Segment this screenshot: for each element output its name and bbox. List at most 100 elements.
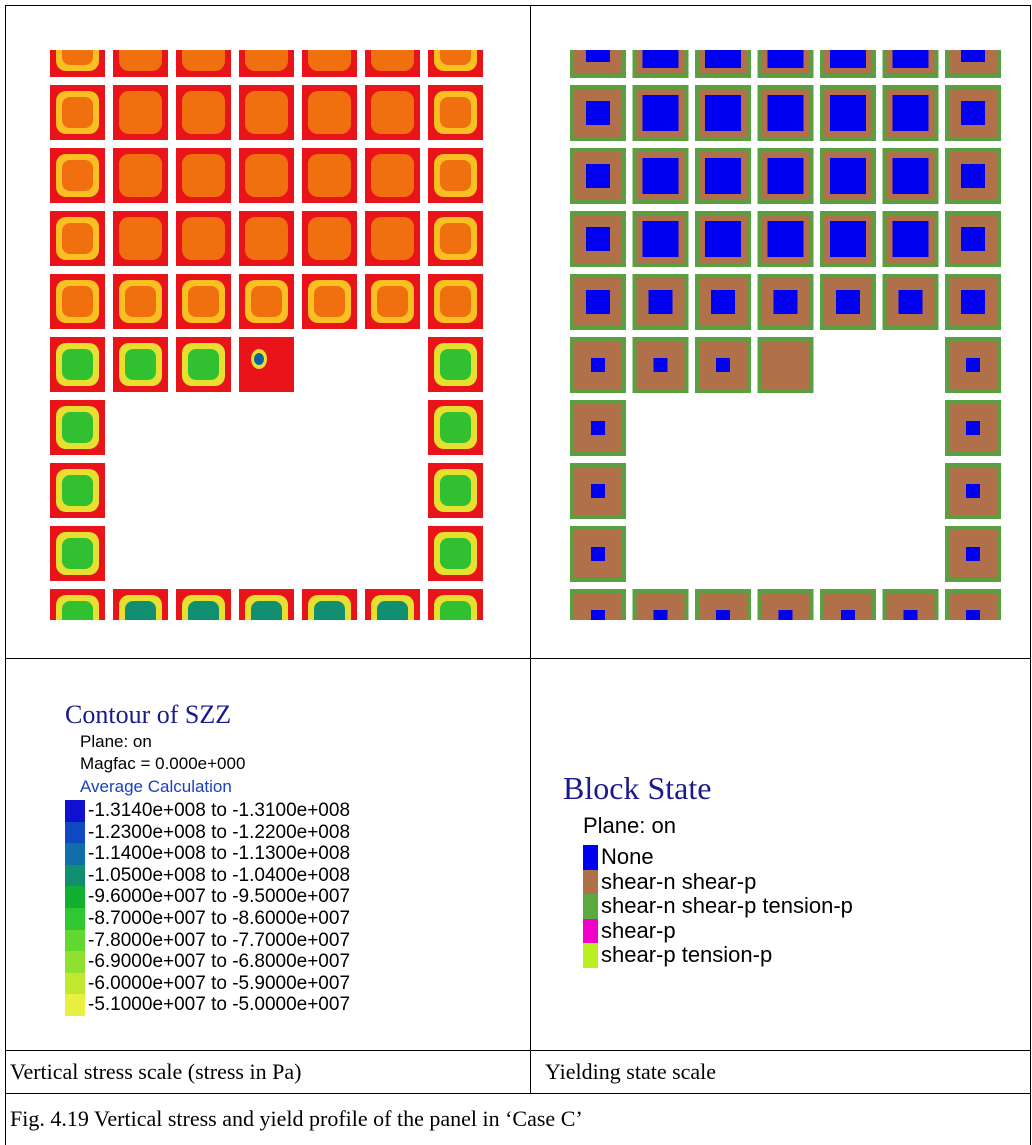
pillar-core — [125, 349, 156, 380]
legend-swatch — [583, 918, 598, 943]
legend-line: Magfac = 0.000e+000 — [80, 754, 246, 773]
pillar-core — [642, 221, 679, 257]
pillar-core — [966, 484, 980, 498]
pillar-core — [377, 223, 408, 254]
pillar-core — [125, 160, 156, 191]
pillar-core — [251, 223, 282, 254]
legend-label: shear-n shear-p — [601, 868, 757, 894]
pillar-core — [716, 358, 730, 372]
pillar-core — [377, 50, 408, 65]
legend-label: shear-p — [601, 917, 676, 943]
pillar-core — [841, 610, 855, 620]
legend-label: -7.8000e+007 to -7.7000e+007 — [88, 929, 351, 951]
pillar-core — [188, 286, 219, 317]
pillar-core — [653, 358, 668, 372]
pillar-core — [62, 349, 93, 380]
legend-line: Plane: on — [583, 813, 676, 838]
legend-swatch — [583, 894, 598, 919]
pillar-core — [773, 290, 798, 314]
pillar-core — [586, 290, 610, 314]
legend-swatch — [65, 821, 85, 844]
legend-label: -6.0000e+007 to -5.9000e+007 — [88, 972, 351, 994]
pillar-core — [767, 95, 804, 131]
pillar-core — [892, 158, 929, 194]
pillar-core — [767, 50, 804, 68]
pillar-core — [62, 223, 93, 254]
pillar-plots — [50, 50, 1001, 620]
pillar-core — [377, 160, 408, 191]
pillar — [239, 337, 294, 392]
pillar-core — [966, 358, 980, 372]
pillar-core — [705, 158, 741, 194]
pillar-core — [377, 286, 408, 317]
pillar-core — [648, 290, 673, 314]
pillar-core — [830, 50, 866, 68]
pillar-core — [705, 95, 741, 131]
pillar-core — [705, 50, 741, 68]
pillar-core — [591, 358, 605, 372]
legend-swatch — [65, 972, 85, 995]
pillar-core — [251, 601, 282, 620]
figure-caption: Fig. 4.19 Vertical stress and yield prof… — [10, 1106, 583, 1131]
pillar-core — [62, 160, 93, 191]
table-border — [1030, 5, 1031, 1145]
pillar-core — [440, 538, 471, 569]
legend-line: Plane: on — [80, 732, 152, 751]
legend-swatch — [583, 845, 598, 870]
pillar-core — [966, 421, 980, 435]
pillar-core — [586, 101, 610, 125]
legend-label: shear-p tension-p — [601, 942, 773, 967]
pillar-core — [62, 601, 93, 620]
legend-swatch — [65, 886, 85, 908]
pillar-core — [125, 223, 156, 254]
pillar-core — [62, 412, 93, 443]
pillar-core — [251, 160, 282, 191]
pillar-core — [314, 286, 345, 317]
legend-title: Block State — [563, 770, 712, 806]
pillar-core — [188, 97, 219, 128]
pillar-core — [440, 50, 471, 65]
pillar-core — [314, 50, 345, 65]
pillar-core — [591, 421, 605, 435]
pillar-core — [591, 610, 605, 620]
pillar-core — [705, 221, 741, 257]
legend-subtitle: Average Calculation — [80, 777, 232, 796]
legend-label: -1.0500e+008 to -1.0400e+008 — [88, 864, 351, 886]
pillar-core — [830, 221, 866, 257]
legend-swatch — [65, 908, 85, 930]
pillar-core — [961, 50, 985, 62]
legend-swatch — [65, 843, 85, 865]
pillar-core — [586, 227, 610, 251]
legend-title: Contour of SZZ — [65, 700, 232, 729]
pillar-core — [892, 50, 929, 68]
pillar-core — [961, 227, 985, 251]
pillar-core — [62, 286, 93, 317]
pillar-core — [377, 97, 408, 128]
pillar-core — [377, 601, 408, 620]
pillar-ring — [761, 341, 810, 389]
legend-swatch — [65, 951, 85, 973]
pillar-core — [314, 223, 345, 254]
pillar-core — [440, 223, 471, 254]
legend-label: -1.3140e+008 to -1.3100e+008 — [88, 800, 351, 821]
pillar-core — [892, 221, 929, 257]
pillar-core — [961, 101, 985, 125]
legend-swatch — [65, 929, 85, 952]
pillar-core — [586, 50, 610, 62]
legend-label: -5.1000e+007 to -5.0000e+007 — [88, 994, 351, 1016]
legend-label: -1.1400e+008 to -1.1300e+008 — [88, 843, 351, 865]
pillar-core — [903, 610, 918, 620]
pillar-core — [716, 610, 730, 620]
pillar-core — [778, 610, 793, 620]
legend-label: -6.9000e+007 to -6.8000e+007 — [88, 951, 351, 973]
pillar-core — [251, 50, 282, 65]
pillar-core — [830, 158, 866, 194]
legend-label: None — [601, 844, 654, 869]
pillar-core — [62, 475, 93, 506]
pillar-core — [642, 158, 679, 194]
table-border — [530, 5, 531, 1093]
pillar-core — [62, 50, 93, 65]
pillar-core — [961, 290, 985, 314]
pillar-core — [961, 164, 985, 188]
legend-label: -9.6000e+007 to -9.5000e+007 — [88, 886, 351, 908]
